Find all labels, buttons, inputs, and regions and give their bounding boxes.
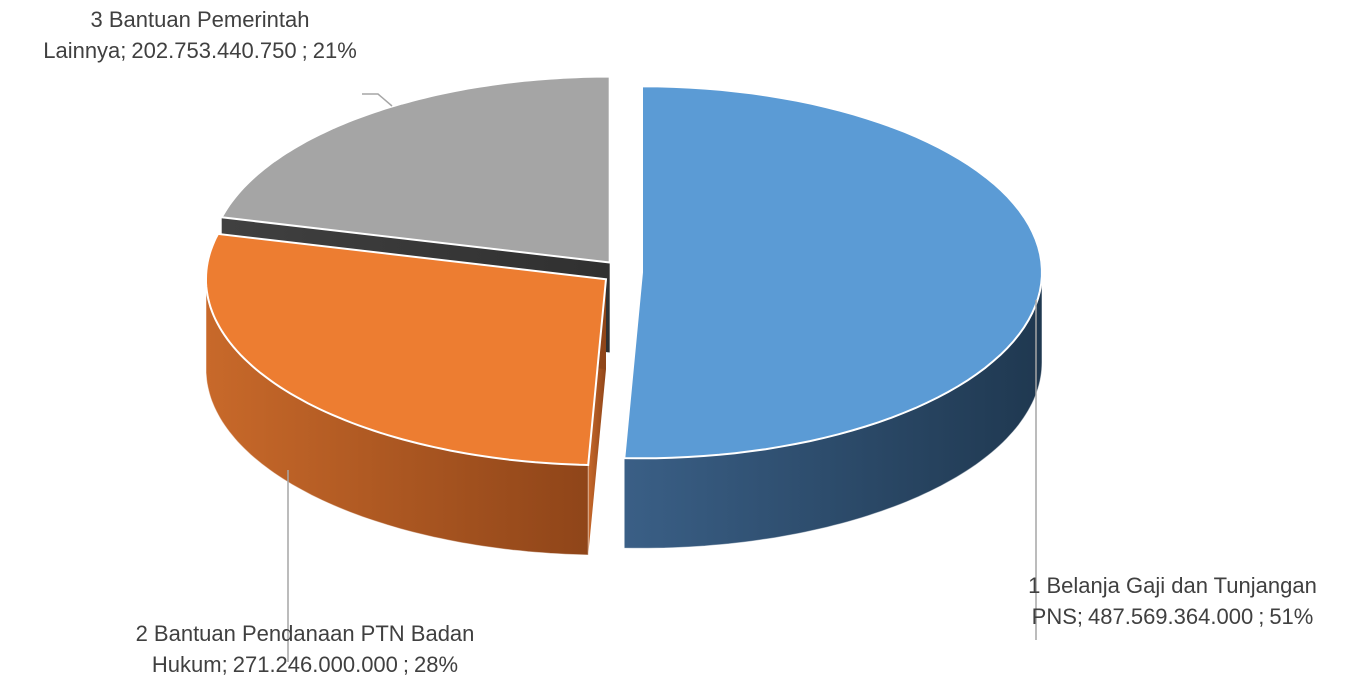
slice — [623, 85, 1043, 460]
label-value: 202.753.440.750 — [131, 38, 297, 63]
label-category: 2 Bantuan Pendanaan PTN Badan Hukum — [135, 621, 475, 677]
pie — [205, 75, 1043, 556]
label-separator: ; — [1258, 604, 1265, 629]
label-category: 3 Bantuan Pemerintah Lainnya — [43, 7, 310, 63]
label-separator: ; — [120, 38, 127, 63]
data-label: 2 Bantuan Pendanaan PTN Badan Hukum; 271.… — [35, 618, 575, 680]
slice — [205, 232, 608, 467]
label-category: 1 Belanja Gaji dan Tunjangan PNS — [1028, 573, 1317, 629]
label-value: 271.246.000.000 — [232, 652, 398, 677]
label-percent: 28% — [414, 652, 459, 677]
label-separator: ; — [402, 652, 410, 677]
label-value: 487.569.364.000 — [1088, 604, 1254, 629]
data-label: 1 Belanja Gaji dan Tunjangan PNS; 487.569… — [975, 570, 1370, 632]
label-separator: ; — [1076, 604, 1084, 629]
leader-line — [362, 93, 393, 107]
label-separator: ; — [221, 652, 228, 677]
label-separator: ; — [301, 38, 308, 63]
label-percent: 51% — [1269, 604, 1314, 629]
label-percent: 21% — [312, 38, 357, 63]
slice — [220, 75, 611, 264]
data-label: 3 Bantuan Pemerintah Lainnya; 202.753.440… — [0, 4, 400, 66]
